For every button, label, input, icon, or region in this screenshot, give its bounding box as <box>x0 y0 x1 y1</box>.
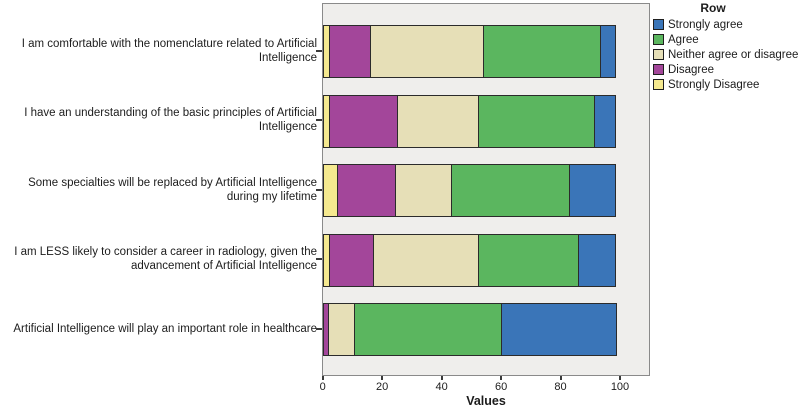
x-tick-mark <box>559 376 562 380</box>
x-tick-label: 20 <box>376 381 389 393</box>
legend-swatch-neither-agree-or-disagree <box>653 49 664 60</box>
legend-swatch-disagree <box>653 64 664 75</box>
x-axis-title: Values <box>466 394 506 408</box>
x-tick-label: 80 <box>554 381 567 393</box>
category-label: Artificial Intelligence will play an imp… <box>13 322 317 335</box>
category-label: I am comfortable with the nomenclature r… <box>21 37 317 64</box>
legend-swatch-strongly-disagree <box>653 79 664 90</box>
stacked-bar <box>323 303 618 356</box>
bar-segment-disagree <box>329 94 398 148</box>
bar-segment-strongly-agree <box>577 233 617 287</box>
bar-segment-disagree <box>329 233 375 287</box>
bar-segment-strongly-agree <box>593 94 617 148</box>
x-tick-mark <box>381 376 384 380</box>
stacked-bar <box>323 94 617 148</box>
legend-swatch-agree <box>653 34 664 45</box>
bar-segment-agree <box>477 233 579 287</box>
legend: Row Strongly agree Agree Neither agree or … <box>653 1 800 92</box>
plot-area <box>322 3 650 376</box>
bar-segment-neither-agree-or-disagree <box>396 94 479 148</box>
legend-item-label: Strongly Disagree <box>668 78 760 91</box>
x-tick-mark <box>321 376 324 380</box>
category-label: I am LESS likely to consider a career in… <box>14 246 317 272</box>
stacked-bar <box>323 164 617 217</box>
bar-segment-disagree <box>336 164 397 217</box>
bar-segment-strongly-agree <box>599 25 617 78</box>
x-tick-mark <box>440 376 443 380</box>
x-tick-label: 0 <box>319 381 326 393</box>
category-tick-mark <box>316 327 322 330</box>
x-tick-label: 60 <box>494 381 508 393</box>
legend-items: Strongly agree Agree Neither agree or disa… <box>653 17 800 92</box>
legend-title: Row <box>700 1 726 15</box>
legend-item: Agree <box>653 32 800 47</box>
stacked-bar <box>323 25 617 78</box>
x-tick-label: 40 <box>435 381 448 393</box>
legend-swatch-strongly-agree <box>653 19 664 30</box>
bar-segment-strongly-disagree <box>323 164 338 217</box>
bar-segment-agree <box>450 164 570 217</box>
x-tick-mark <box>619 376 621 380</box>
legend-item-label: Neither agree or disagree <box>668 48 799 61</box>
category-tick-mark <box>316 49 322 52</box>
bar-segment-neither-agree-or-disagree <box>370 25 485 78</box>
stacked-bar <box>323 233 617 287</box>
bar-segment-agree <box>477 94 595 148</box>
bar-segment-strongly-agree <box>501 303 618 356</box>
bar-segment-neither-agree-or-disagree <box>327 303 355 356</box>
bar-segment-agree <box>483 25 601 78</box>
category-label: Some specialties will be replaced by Art… <box>28 176 317 203</box>
legend-item: Strongly Disagree <box>653 77 800 92</box>
legend-item-label: Strongly agree <box>668 18 743 31</box>
bar-segment-neither-agree-or-disagree <box>395 164 452 217</box>
x-tick-mark <box>500 376 503 380</box>
bar-segment-agree <box>353 303 503 356</box>
x-tick-label: 100 <box>610 381 630 393</box>
category-tick-mark <box>316 258 322 260</box>
legend-item: Disagree <box>653 62 800 77</box>
category-tick-mark <box>316 119 322 121</box>
bar-segment-neither-agree-or-disagree <box>373 233 479 287</box>
legend-item: Strongly agree <box>653 17 800 32</box>
bar-segment-strongly-agree <box>568 164 617 217</box>
category-tick-mark <box>316 188 322 191</box>
legend-item-label: Disagree <box>668 63 715 76</box>
category-label: I have an understanding of the basic pri… <box>24 107 317 133</box>
legend-item-label: Agree <box>668 33 699 46</box>
legend-item: Neither agree or disagree <box>653 47 800 62</box>
bar-segment-disagree <box>329 25 372 78</box>
